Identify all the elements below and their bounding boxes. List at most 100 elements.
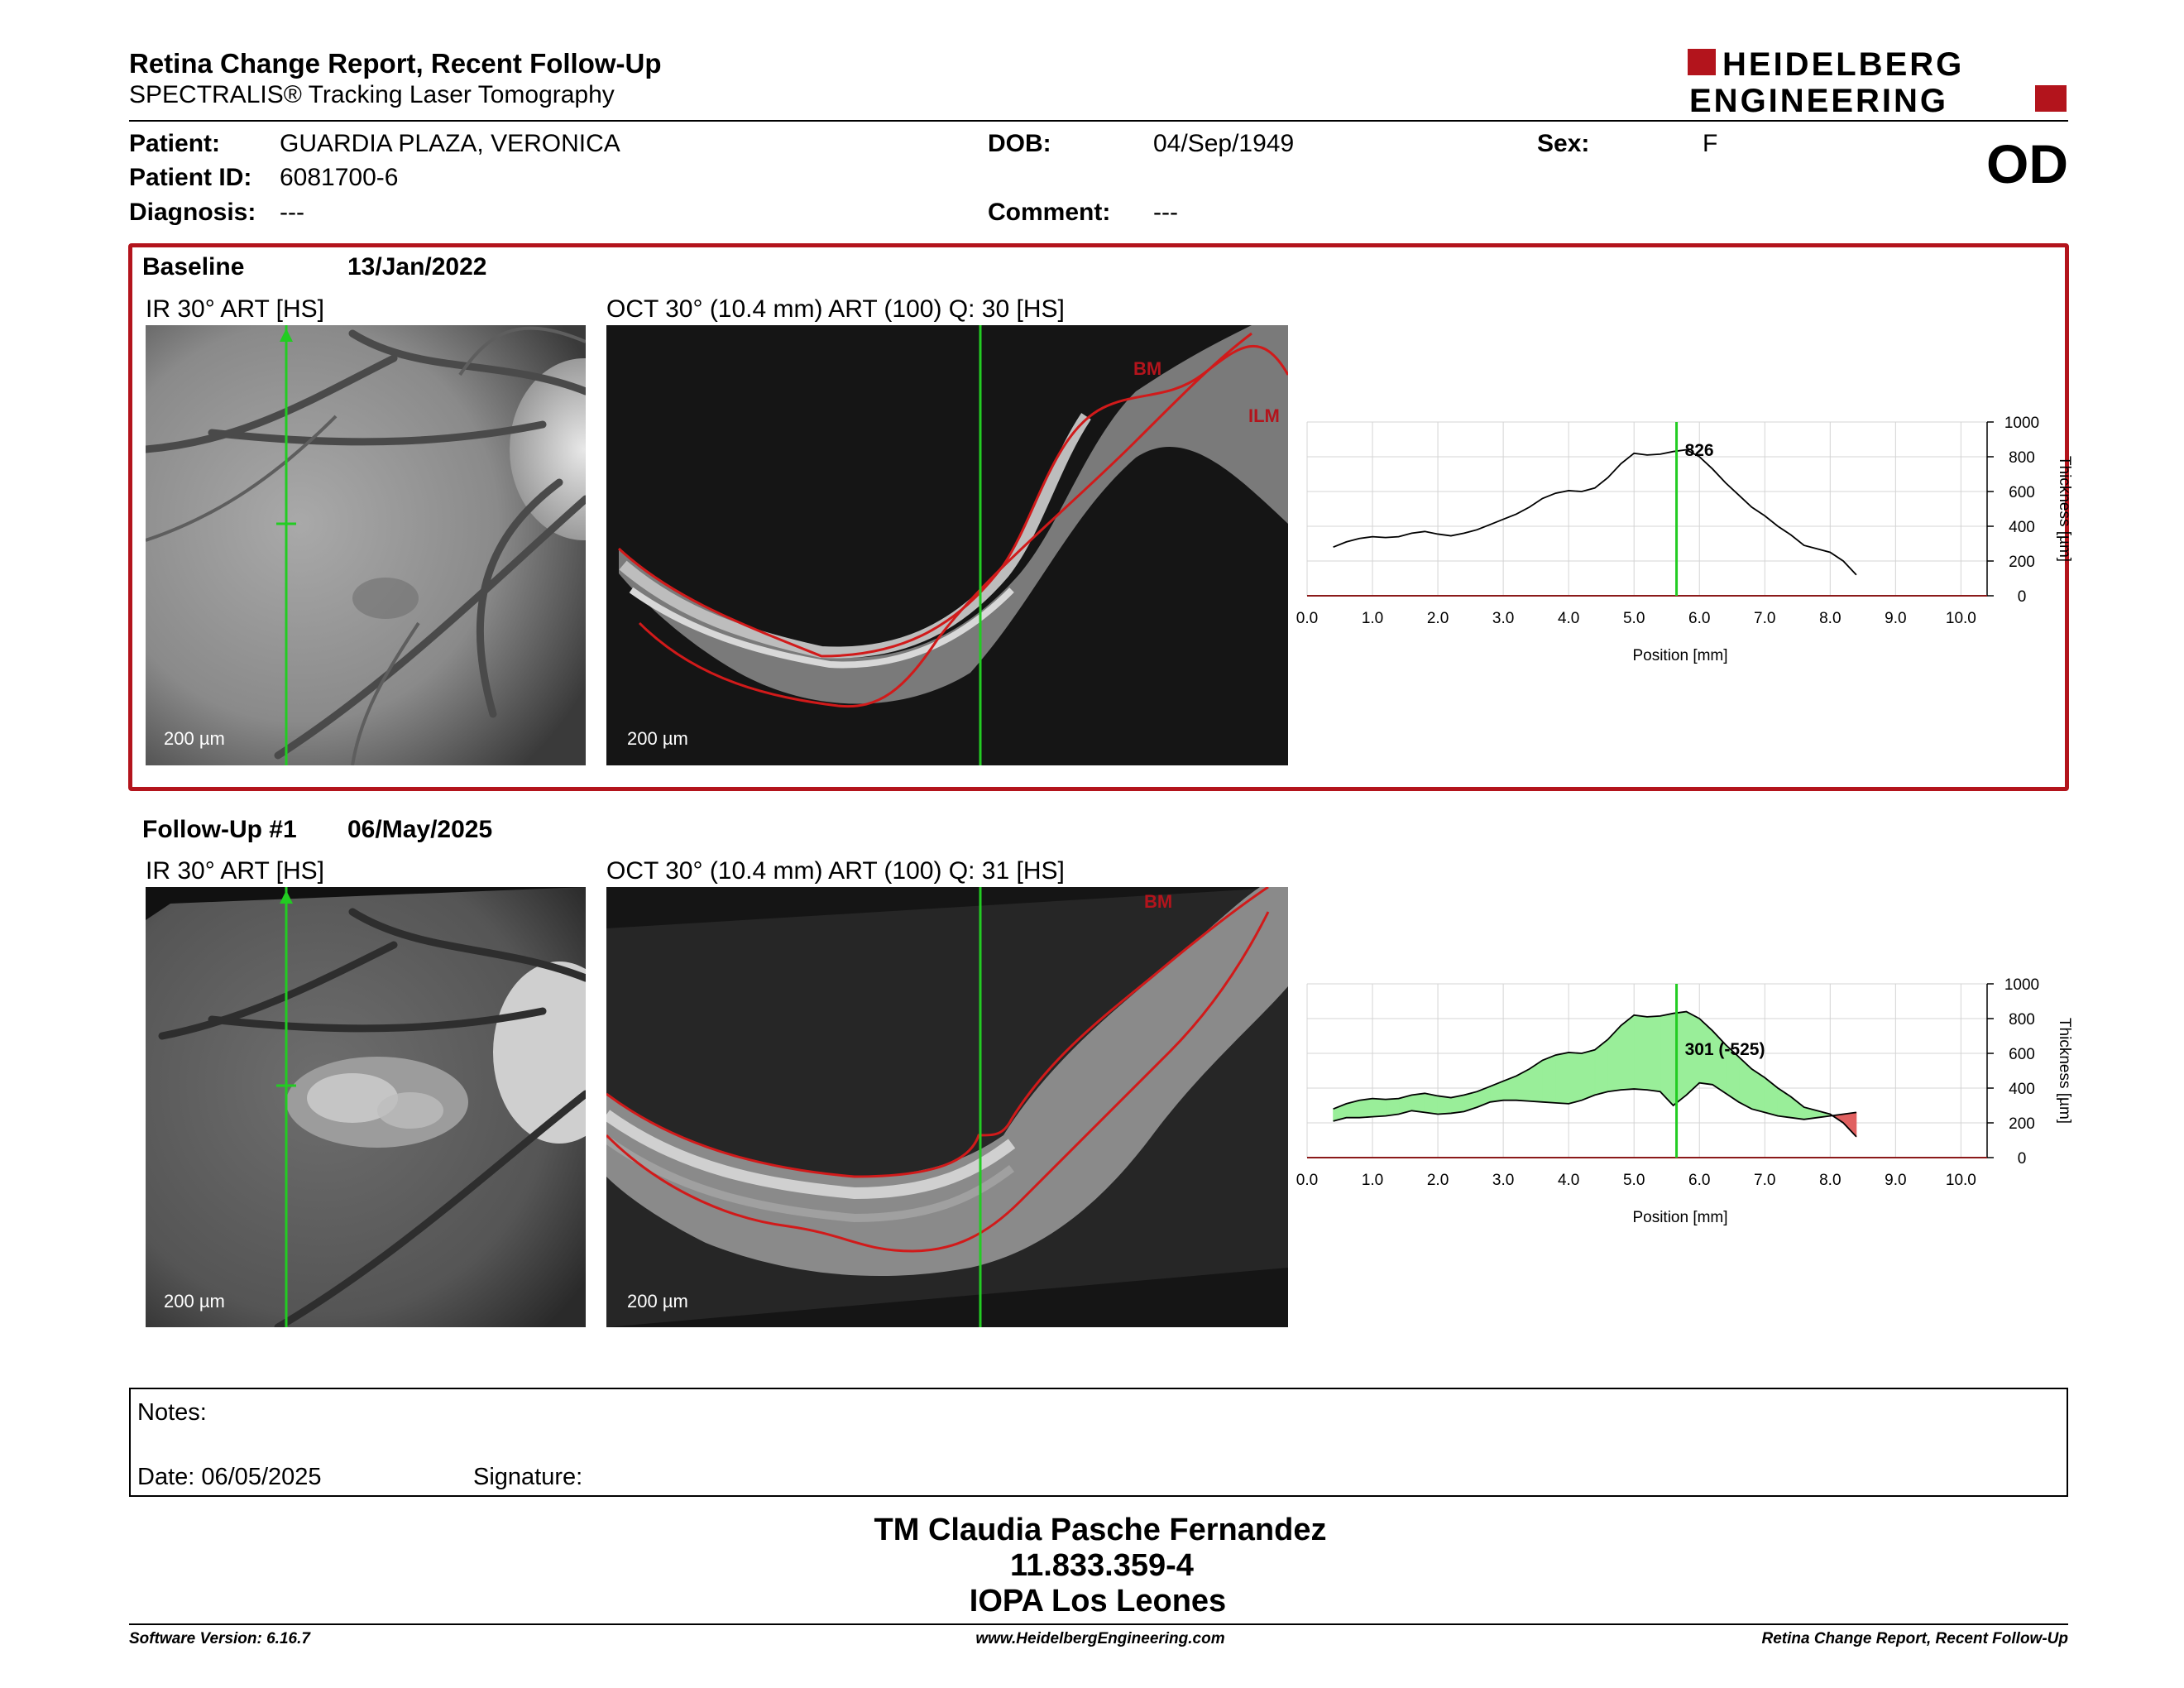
difference-area [1738,1056,1752,1110]
footer-rule [129,1623,2068,1625]
x-tick-label: 0.0 [1296,610,1318,627]
difference-area [1620,1014,1635,1091]
followup-oct-title: OCT 30° (10.4 mm) ART (100) Q: 31 [HS] [606,857,1065,885]
x-axis-label: Position [mm] [1632,1209,1727,1226]
y-tick-label: 400 [2009,1081,2035,1098]
difference-area [1411,1092,1425,1113]
baseline-thickness-line [1333,1010,1857,1138]
x-tick-label: 4.0 [1558,1172,1579,1189]
difference-area [1437,1095,1452,1115]
x-tick-label: 2.0 [1427,1172,1449,1189]
followup-thickness-line [1333,1081,1857,1122]
signature-label: Signature: [473,1464,583,1490]
y-tick-label: 400 [2009,519,2035,536]
followup-ir-title: IR 30° ART [HS] [146,857,324,885]
followup-ir-image [146,887,586,1327]
x-tick-label: 8.0 [1819,610,1841,627]
x-tick-label: 1.0 [1362,1172,1383,1189]
difference-area [1568,1052,1583,1105]
dob-value: 04/Sep/1949 [1153,130,1295,157]
signatory-name: TM Claudia Pasche Fernandez [874,1513,1327,1547]
signatory-place: IOPA Los Leones [969,1584,1227,1618]
x-tick-label: 4.0 [1558,610,1579,627]
logo-line1: HEIDELBERG [1722,46,1964,83]
y-tick-label: 600 [2009,1046,2035,1063]
difference-area [1790,1096,1805,1120]
x-tick-label: 5.0 [1623,610,1645,627]
dob-label: DOB: [988,130,1051,157]
difference-area [1660,1013,1674,1107]
footer-report: Retina Change Report, Recent Follow-Up [1761,1630,2068,1647]
x-tick-label: 5.0 [1623,1172,1645,1189]
x-tick-label: 0.0 [1296,1172,1318,1189]
x-tick-label: 3.0 [1492,610,1514,627]
baseline-ir-image [146,325,586,765]
baseline-label: Baseline [142,253,245,281]
difference-area [1581,1049,1596,1101]
difference-area [1554,1052,1569,1105]
y-tick-label: 800 [2009,449,2035,467]
x-tick-label: 6.0 [1688,610,1710,627]
difference-area [1372,1098,1387,1118]
baseline-ir-scale: 200 µm [164,728,225,749]
notes-box: Notes: Date: 06/05/2025 Signature: [129,1388,2068,1497]
y-tick-label: 200 [2009,554,2035,571]
followup-bm-label: BM [1144,891,1172,912]
x-tick-label: 1.0 [1362,610,1383,627]
difference-area [1529,1059,1543,1103]
baseline-thickness-chart: 0.0 1.0 2.0 3.0 4.0 5.0 6.0 7.0 8.0 9.0 10.0 0 200 40… [1296,415,2073,664]
baseline-oct-scale: 200 µm [627,728,688,749]
y-tick-label: 0 [2018,1150,2027,1168]
x-tick-label: 10.0 [1946,1172,1976,1189]
baseline-bm-label: BM [1133,358,1161,379]
difference-area [1607,1024,1621,1092]
footer-website: www.HeidelbergEngineering.com [975,1630,1225,1647]
logo-line2: ENGINEERING [1689,83,1948,115]
x-axis-label: Position [mm] [1632,647,1727,664]
notes-label: Notes: [137,1399,207,1426]
difference-area [1646,1015,1661,1092]
y-tick-label: 200 [2009,1115,2035,1133]
baseline-highlight-box [128,243,2069,791]
sex-value: F [1703,130,1718,157]
x-tick-label: 8.0 [1819,1172,1841,1189]
comment-value: --- [1153,199,1178,226]
date-label: Date: 06/05/2025 [137,1464,322,1490]
heidelberg-logo: HEIDELBERG ENGINEERING [1688,46,2067,115]
y-tick-label: 800 [2009,1011,2035,1029]
patient-label: Patient: [129,130,221,157]
cursor-value-label: 301 (-525) [1685,1040,1765,1059]
y-axis-label: Thickness [µm] [2056,1018,2073,1124]
difference-area [1424,1092,1439,1115]
y-tick-label: 1000 [2004,415,2039,432]
y-tick-label: 1000 [2004,976,2039,994]
x-tick-label: 3.0 [1492,1172,1514,1189]
x-tick-label: 2.0 [1427,610,1449,627]
x-tick-label: 9.0 [1885,610,1906,627]
followup-date: 06/May/2025 [347,816,493,843]
patient-id-label: Patient ID: [129,164,252,191]
baseline-oct-image: BM ILM [606,325,1288,765]
sex-label: Sex: [1537,130,1590,157]
difference-area [1542,1054,1556,1104]
followup-ir-scale: 200 µm [164,1291,225,1312]
report-subtitle: SPECTRALIS® Tracking Laser Tomography [129,81,615,108]
difference-area [1385,1098,1400,1117]
header-rule [129,120,2068,122]
baseline-date: 13/Jan/2022 [347,253,487,281]
x-tick-label: 6.0 [1688,1172,1710,1189]
baseline-oct-title: OCT 30° (10.4 mm) ART (100) Q: 30 [HS] [606,295,1065,323]
followup-label: Follow-Up #1 [142,816,297,843]
x-tick-label: 7.0 [1754,1172,1775,1189]
x-tick-label: 10.0 [1946,610,1976,627]
diagnosis-label: Diagnosis: [129,199,256,226]
report-title: Retina Change Report, Recent Follow-Up [129,48,662,79]
diagnosis-value: --- [280,199,304,226]
baseline-ilm-label: ILM [1248,405,1280,426]
followup-thickness-chart: 0.0 1.0 2.0 3.0 4.0 5.0 6.0 7.0 8.0 9.0 10.0 0 200 40… [1296,976,2073,1226]
signatory-number: 11.833.359-4 [1010,1548,1194,1583]
followup-oct-image: BM [606,887,1288,1327]
thickness-line [1333,448,1857,576]
y-tick-label: 600 [2009,484,2035,501]
difference-area [1516,1068,1530,1102]
